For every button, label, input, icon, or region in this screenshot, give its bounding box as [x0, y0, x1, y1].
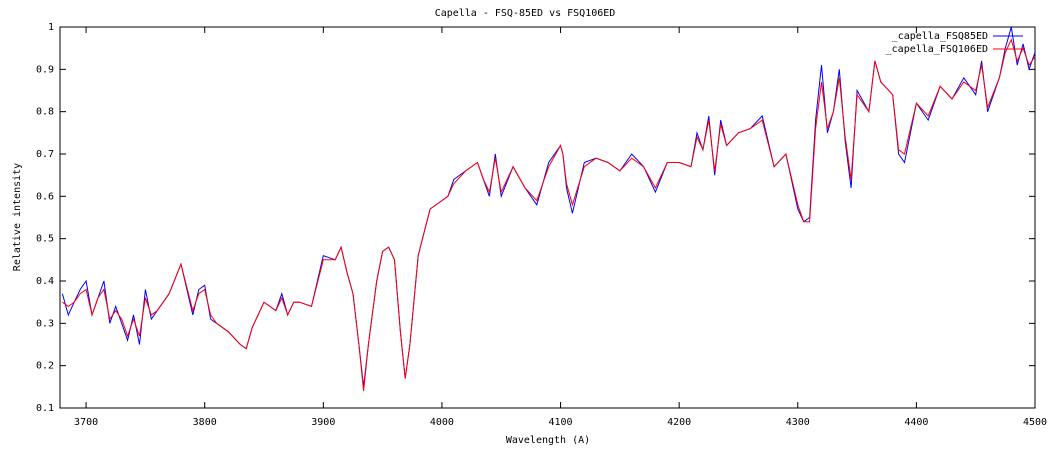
- x-axis-label: Wavelength (A): [506, 435, 590, 446]
- x-tick-label: 3700: [74, 417, 98, 428]
- legend-label: _capella_FSQ85ED: [892, 31, 988, 42]
- legend-label: _capella_FSQ106ED: [886, 44, 988, 55]
- y-tick-label: 0.9: [36, 64, 54, 75]
- y-tick-label: 0.6: [36, 191, 54, 202]
- x-tick-label: 4100: [549, 417, 573, 428]
- y-tick-label: 0.7: [36, 149, 54, 160]
- y-tick-label: 0.8: [36, 107, 54, 118]
- y-tick-label: 0.4: [36, 276, 54, 287]
- plot-frame: [59, 26, 1036, 409]
- series-line: [62, 38, 1036, 392]
- y-tick-label: 0.5: [36, 234, 54, 245]
- y-axis-label: Relative intensity: [12, 163, 23, 271]
- series-line: [61, 26, 1036, 387]
- x-tick-label: 4400: [904, 417, 928, 428]
- x-tick-label: 3900: [311, 417, 335, 428]
- x-tick-label: 4500: [1023, 417, 1047, 428]
- y-tick-label: 0.2: [36, 361, 54, 372]
- x-tick-label: 4000: [430, 417, 454, 428]
- y-tick-label: 0.3: [36, 318, 54, 329]
- y-tick-label: 1: [48, 22, 54, 33]
- x-tick-label: 3800: [193, 417, 217, 428]
- x-tick-label: 4200: [667, 417, 691, 428]
- y-tick-label: 0.1: [36, 403, 54, 414]
- chart-title: Capella - FSQ-85ED vs FSQ106ED: [435, 8, 616, 19]
- x-tick-label: 4300: [786, 417, 810, 428]
